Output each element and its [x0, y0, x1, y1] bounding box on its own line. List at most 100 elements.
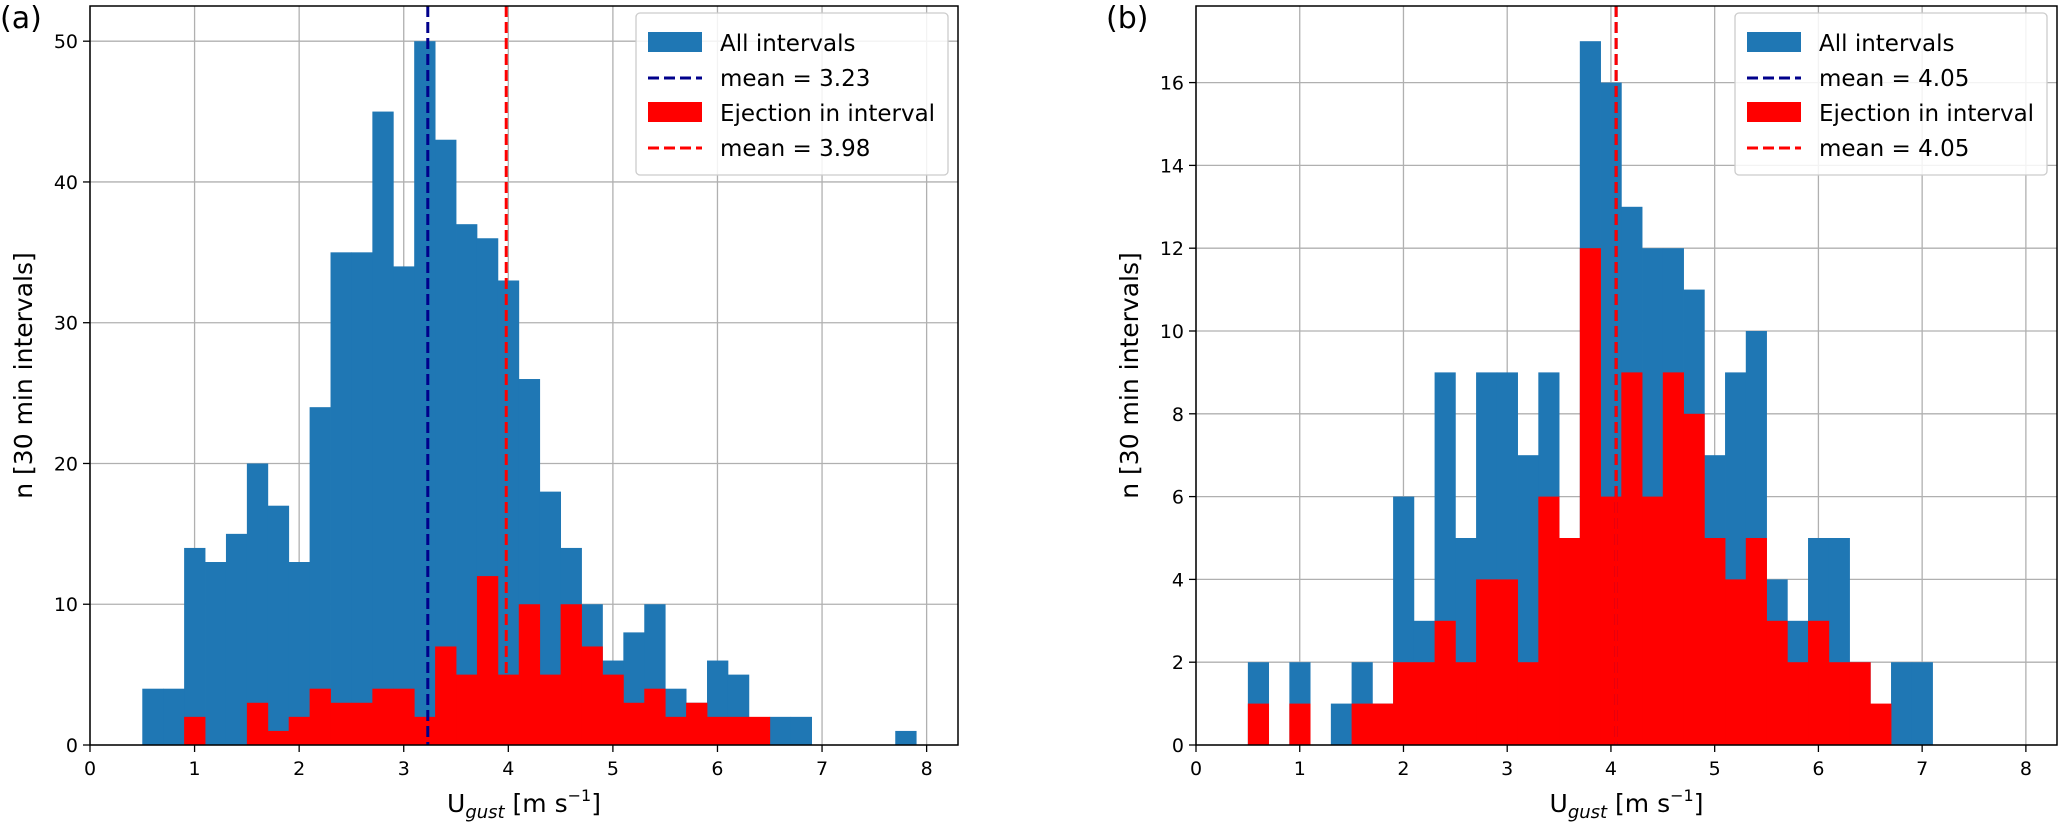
- bar-ejection: [1766, 620, 1788, 745]
- y-tick-label: 6: [1172, 487, 1184, 509]
- x-axis-label-superscript: −1: [568, 786, 592, 805]
- x-tick-label: 8: [2020, 758, 2032, 780]
- legend-label: Ejection in interval: [1819, 101, 2034, 127]
- y-axis-label: n [30 min intervals]: [1115, 252, 1144, 498]
- x-tick-label: 6: [1812, 758, 1824, 780]
- bar-ejection: [1745, 537, 1767, 745]
- y-axis-label: n [30 min intervals]: [9, 252, 38, 498]
- x-tick-label: 2: [293, 758, 305, 780]
- bar-all-intervals: [246, 463, 269, 745]
- bar-ejection: [246, 702, 269, 745]
- legend-box: [1734, 12, 2048, 176]
- legend: All intervals mean = 4.05 Ejection in inte…: [1734, 12, 2048, 176]
- bar-ejection: [1704, 537, 1726, 745]
- panel-label: (b): [1106, 1, 1148, 36]
- bar-ejection: [1808, 620, 1830, 745]
- x-axis-label-unit: [m s: [1607, 789, 1670, 818]
- bar-ejection: [1372, 703, 1394, 745]
- x-tick-label: 7: [816, 758, 828, 780]
- bar-ejection: [727, 716, 750, 745]
- bar-all-intervals: [1911, 662, 1933, 745]
- x-axis-label-main: U: [1550, 789, 1568, 818]
- x-tick-label: 5: [607, 758, 619, 780]
- x-tick-label: 6: [711, 758, 723, 780]
- bar-ejection: [560, 604, 582, 745]
- y-tick-label: 12: [1160, 238, 1184, 260]
- histogram-bars: [142, 41, 917, 746]
- x-axis-label-main: U: [447, 789, 465, 818]
- bar-ejection: [1289, 703, 1311, 745]
- x-tick-label: 3: [398, 758, 410, 780]
- bar-ejection: [1870, 703, 1892, 745]
- x-tick-label: 2: [1397, 758, 1409, 780]
- legend-label: mean = 3.23: [720, 66, 870, 92]
- y-tick-label: 0: [1172, 735, 1184, 757]
- x-tick-label: 5: [1709, 758, 1721, 780]
- bar-ejection: [476, 576, 499, 745]
- bar-ejection: [267, 730, 290, 745]
- bar-ejection: [393, 688, 415, 745]
- legend: All intervals mean = 3.23 Ejection in inte…: [635, 12, 949, 176]
- bar-ejection: [330, 702, 352, 745]
- bar-all-intervals: [184, 547, 206, 745]
- bar-ejection: [748, 716, 771, 745]
- bar-ejection: [1849, 662, 1871, 745]
- bar-ejection: [686, 702, 708, 745]
- legend-label: All intervals: [720, 31, 856, 57]
- x-axis-label-superscript: −1: [1670, 786, 1694, 805]
- bar-all-intervals: [435, 139, 457, 745]
- bar-all-intervals: [414, 41, 436, 745]
- legend-label: mean = 3.98: [720, 136, 870, 162]
- x-tick-label: 1: [1294, 758, 1306, 780]
- bar-ejection: [1247, 703, 1270, 745]
- bar-ejection: [1476, 579, 1498, 745]
- bar-ejection: [707, 716, 729, 745]
- y-tick-label: 10: [1160, 321, 1184, 343]
- bar-all-intervals: [769, 716, 792, 745]
- bar-all-intervals: [330, 252, 352, 746]
- y-tick-label: 14: [1160, 155, 1184, 177]
- bar-ejection: [665, 716, 687, 745]
- bar-ejection: [1351, 703, 1373, 745]
- y-tick-label: 2: [1172, 652, 1184, 674]
- bar-all-intervals: [351, 252, 373, 746]
- bar-ejection: [623, 702, 645, 745]
- x-tick-label: 4: [1605, 758, 1617, 780]
- bar-ejection: [456, 674, 478, 745]
- x-axis-label-subscript: gust: [465, 802, 505, 823]
- bar-ejection: [1828, 662, 1850, 745]
- bar-all-intervals: [895, 730, 917, 745]
- bar-all-intervals: [205, 562, 227, 745]
- bar-ejection: [1455, 662, 1477, 745]
- bar-ejection: [1725, 579, 1747, 745]
- bar-ejection: [1538, 496, 1560, 745]
- tick-marks: 0 1 2 3 4 5 6 7 8 0 10 20 30 40 50: [54, 31, 933, 780]
- x-tick-label: 8: [921, 758, 933, 780]
- bar-ejection: [309, 688, 331, 745]
- bar-ejection: [644, 688, 666, 745]
- bar-ejection: [602, 674, 624, 745]
- y-tick-label: 30: [54, 313, 78, 335]
- bar-ejection: [1787, 662, 1809, 745]
- x-axis-label: Ugust [m s−1]: [1550, 786, 1704, 823]
- bar-all-intervals: [497, 280, 520, 745]
- x-axis-label: Ugust [m s−1]: [447, 786, 601, 823]
- y-tick-label: 4: [1172, 569, 1184, 591]
- bar-all-intervals: [372, 111, 394, 746]
- bar-ejection: [1579, 248, 1601, 745]
- bar-ejection: [372, 688, 394, 745]
- y-tick-label: 50: [54, 31, 78, 53]
- bar-all-intervals: [1891, 662, 1913, 745]
- legend-patch-all-intervals: [648, 32, 702, 52]
- y-tick-label: 0: [66, 735, 78, 757]
- bar-all-intervals: [142, 688, 164, 745]
- legend-label: mean = 4.05: [1819, 136, 1969, 162]
- panel-a: 0 1 2 3 4 5 6 7 8 0 10 20 30 40 50 Ugust [m s−1] n [30 m…: [0, 1, 959, 823]
- y-tick-label: 20: [54, 453, 78, 475]
- x-tick-label: 3: [1501, 758, 1513, 780]
- bar-all-intervals: [225, 533, 248, 745]
- bar-ejection: [539, 674, 562, 745]
- bar-ejection: [1683, 413, 1705, 745]
- bar-ejection: [1434, 620, 1456, 745]
